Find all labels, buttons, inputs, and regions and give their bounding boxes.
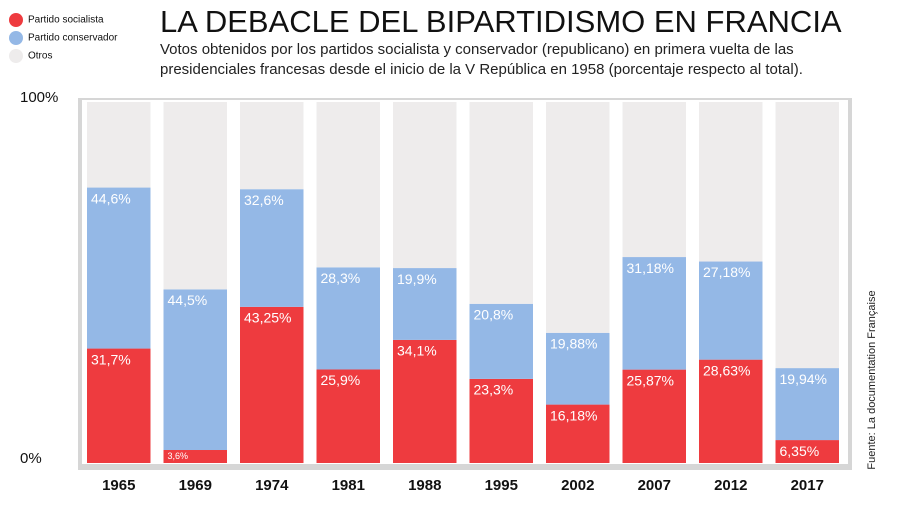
- bar-segment: [546, 332, 610, 405]
- legend-swatch: [9, 13, 23, 27]
- value-label: 3,6%: [168, 451, 189, 461]
- value-label: 43,25%: [244, 310, 291, 326]
- bar-segment: [469, 378, 533, 463]
- x-tick-label: 1974: [255, 477, 289, 494]
- bar-segment: [316, 267, 380, 370]
- bar-segment: [316, 369, 380, 463]
- bar-segment: [87, 102, 151, 188]
- value-label: 27,18%: [703, 264, 750, 280]
- bar-segment: [622, 257, 686, 370]
- bar-segment: [469, 102, 533, 304]
- value-label: 44,6%: [91, 190, 131, 206]
- value-label: 6,35%: [780, 443, 820, 459]
- legend-label: Otros: [28, 51, 52, 62]
- value-label: 28,63%: [703, 362, 750, 378]
- legend-swatch: [9, 49, 23, 63]
- bar-segment: [775, 368, 839, 441]
- y-tick-label: 0%: [20, 450, 42, 467]
- bar-segment: [240, 189, 304, 307]
- bar-segment: [87, 187, 151, 349]
- bar-segment: [775, 440, 839, 463]
- legend-swatch: [9, 31, 23, 45]
- x-tick-label: 2012: [714, 477, 747, 494]
- legend-label: Partido conservador: [28, 33, 118, 44]
- value-label: 20,8%: [474, 307, 514, 323]
- x-tick-label: 2002: [561, 477, 594, 494]
- x-tick-label: 1969: [179, 477, 212, 494]
- legend-label: Partido socialista: [28, 15, 104, 26]
- x-tick-label: 2017: [791, 477, 824, 494]
- bar-segment: [163, 450, 227, 463]
- value-label: 16,18%: [550, 407, 597, 423]
- bar-segment: [163, 289, 227, 451]
- value-label: 44,5%: [168, 292, 208, 308]
- subtitle: presidenciales francesas desde el inicio…: [160, 61, 803, 78]
- bar-segment: [699, 102, 763, 262]
- y-tick-label: 100%: [20, 89, 58, 106]
- value-label: 32,6%: [244, 192, 284, 208]
- subtitle: Votos obtenidos por los partidos sociali…: [160, 41, 794, 58]
- x-tick-label: 2007: [638, 477, 671, 494]
- bar-segment: [546, 102, 610, 333]
- value-label: 25,9%: [321, 372, 361, 388]
- value-label: 19,88%: [550, 336, 597, 352]
- bar-segment: [316, 102, 380, 268]
- value-label: 25,87%: [627, 372, 674, 388]
- value-label: 28,3%: [321, 270, 361, 286]
- bar-segment: [163, 102, 227, 290]
- chart-title: LA DEBACLE DEL BIPARTIDISMO EN FRANCIA: [160, 4, 842, 39]
- value-label: 23,3%: [474, 382, 514, 398]
- bar-segment: [87, 348, 151, 463]
- x-tick-label: 1995: [485, 477, 518, 494]
- x-tick-label: 1988: [408, 477, 441, 494]
- source: Fuente: La documentation Française: [866, 290, 878, 469]
- bar-segment: [546, 404, 610, 463]
- bar-segment: [622, 369, 686, 463]
- bar-segment: [393, 339, 457, 463]
- value-label: 31,7%: [91, 351, 131, 367]
- x-tick-label: 1981: [332, 477, 365, 494]
- value-label: 19,94%: [780, 371, 827, 387]
- bar-segment: [775, 102, 839, 369]
- bar-segment: [393, 102, 457, 269]
- value-label: 34,1%: [397, 343, 437, 359]
- bar-segment: [240, 102, 304, 190]
- x-tick-label: 1965: [102, 477, 135, 494]
- value-label: 19,9%: [397, 271, 437, 287]
- bar-segment: [393, 268, 457, 340]
- bar-segment: [240, 306, 304, 463]
- bar-segment: [699, 359, 763, 463]
- value-label: 31,18%: [627, 260, 674, 276]
- bar-segment: [622, 102, 686, 258]
- bar-segment: [699, 261, 763, 360]
- bar-segment: [469, 303, 533, 379]
